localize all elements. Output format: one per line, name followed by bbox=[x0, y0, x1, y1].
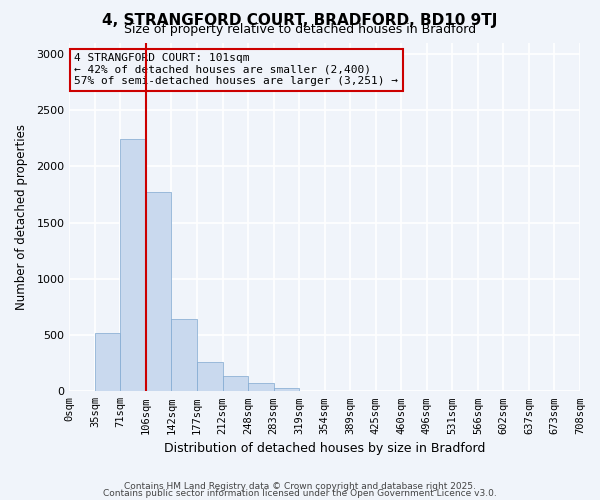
Y-axis label: Number of detached properties: Number of detached properties bbox=[15, 124, 28, 310]
Text: Size of property relative to detached houses in Bradford: Size of property relative to detached ho… bbox=[124, 22, 476, 36]
Bar bbox=[274, 388, 299, 392]
Bar bbox=[146, 192, 172, 392]
Bar bbox=[248, 383, 274, 392]
Bar bbox=[197, 362, 223, 392]
Bar bbox=[95, 333, 121, 392]
Text: Contains public sector information licensed under the Open Government Licence v3: Contains public sector information licen… bbox=[103, 488, 497, 498]
Bar bbox=[223, 376, 248, 392]
Text: 4 STRANGFORD COURT: 101sqm
← 42% of detached houses are smaller (2,400)
57% of s: 4 STRANGFORD COURT: 101sqm ← 42% of deta… bbox=[74, 53, 398, 86]
Bar bbox=[121, 140, 146, 392]
X-axis label: Distribution of detached houses by size in Bradford: Distribution of detached houses by size … bbox=[164, 442, 485, 455]
Text: 4, STRANGFORD COURT, BRADFORD, BD10 9TJ: 4, STRANGFORD COURT, BRADFORD, BD10 9TJ bbox=[103, 12, 497, 28]
Bar bbox=[172, 320, 197, 392]
Text: Contains HM Land Registry data © Crown copyright and database right 2025.: Contains HM Land Registry data © Crown c… bbox=[124, 482, 476, 491]
